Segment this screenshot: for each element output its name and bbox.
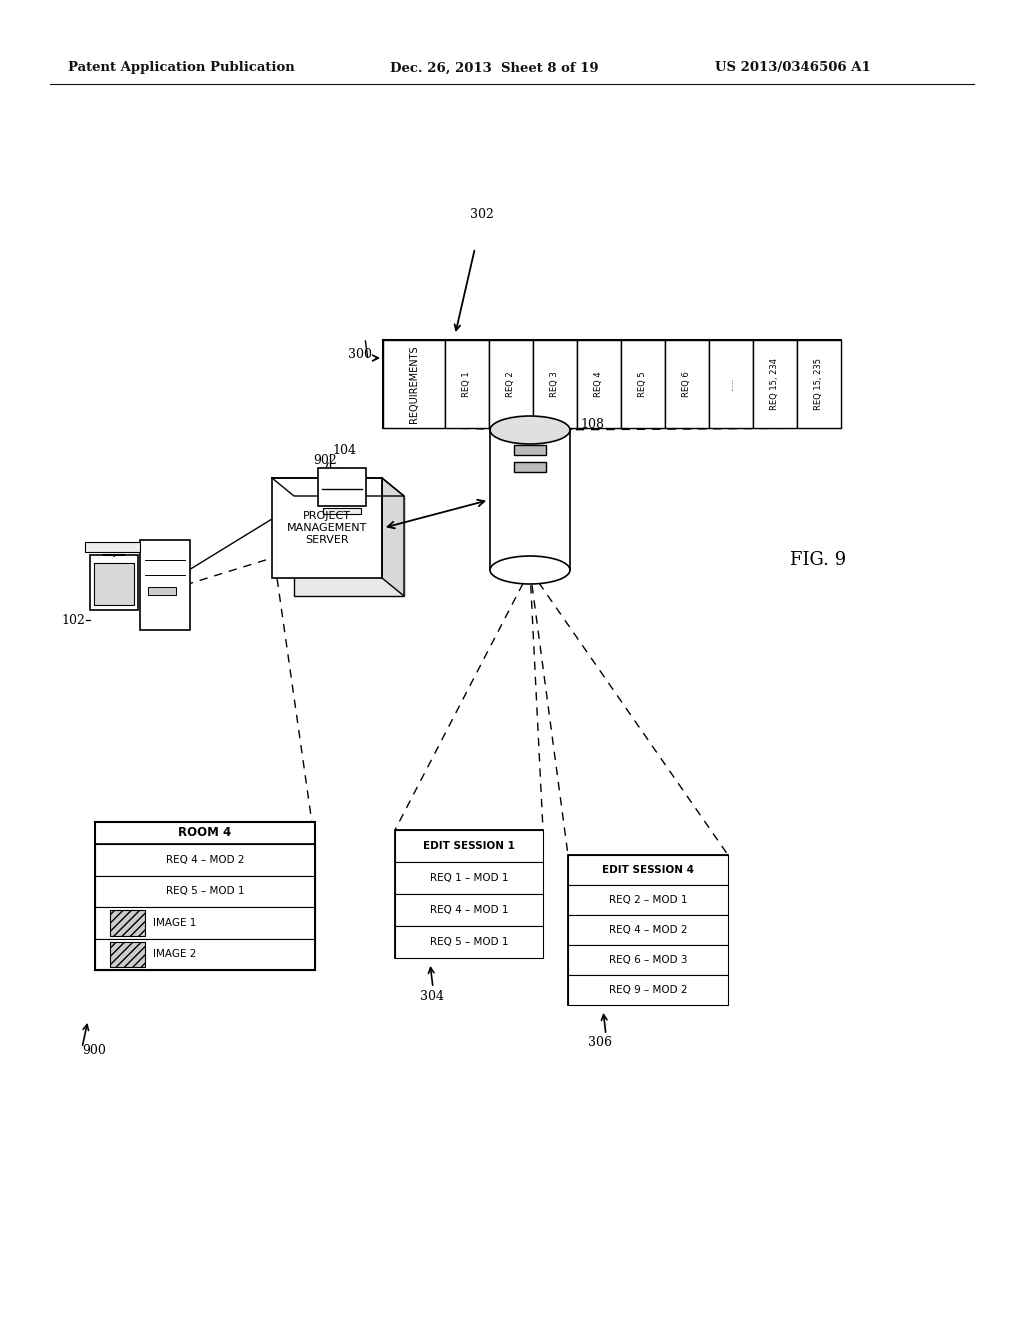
Text: REQ 5 – MOD 1: REQ 5 – MOD 1 [430, 937, 508, 946]
Bar [318, 469, 366, 506]
Text: FIG. 9: FIG. 9 [790, 550, 846, 569]
Bar [395, 894, 543, 927]
Bar [95, 907, 315, 939]
Text: 900: 900 [82, 1044, 105, 1056]
Text: REQ 1 – MOD 1: REQ 1 – MOD 1 [430, 873, 508, 883]
Text: REQ 4 – MOD 2: REQ 4 – MOD 2 [166, 855, 245, 865]
Text: 302: 302 [470, 209, 494, 222]
Bar [395, 927, 543, 958]
Bar [568, 975, 728, 1005]
Bar [489, 341, 534, 428]
Text: 108: 108 [580, 418, 604, 432]
Text: 306: 306 [588, 1036, 612, 1049]
Text: EDIT SESSION 1: EDIT SESSION 1 [423, 841, 515, 851]
Bar [568, 915, 728, 945]
Bar [95, 875, 315, 907]
Bar [148, 587, 176, 595]
Text: REQ 4 – MOD 1: REQ 4 – MOD 1 [430, 906, 508, 915]
Bar [568, 945, 728, 975]
Bar [94, 564, 134, 605]
Bar [323, 508, 361, 513]
Text: REQ 1: REQ 1 [463, 371, 471, 397]
Bar [568, 884, 728, 915]
Bar [753, 341, 797, 428]
Bar [621, 341, 665, 428]
Text: US 2013/0346506 A1: US 2013/0346506 A1 [715, 62, 870, 74]
Bar [797, 341, 841, 428]
Bar [395, 830, 543, 958]
Text: REQ 9 – MOD 2: REQ 9 – MOD 2 [608, 985, 687, 995]
Text: 902: 902 [313, 454, 337, 466]
Bar [577, 341, 621, 428]
Text: REQ 4 – MOD 2: REQ 4 – MOD 2 [608, 925, 687, 935]
Bar [445, 341, 489, 428]
Text: IMAGE 2: IMAGE 2 [153, 949, 197, 960]
Text: EDIT SESSION 4: EDIT SESSION 4 [602, 865, 694, 875]
Text: .....: ..... [726, 378, 735, 391]
Bar [95, 822, 315, 843]
Ellipse shape [490, 416, 570, 444]
Bar [395, 862, 543, 894]
Text: 300: 300 [348, 348, 372, 362]
Text: REQ 2 – MOD 1: REQ 2 – MOD 1 [608, 895, 687, 906]
Bar [568, 855, 728, 884]
Text: 104: 104 [332, 444, 356, 457]
Text: 304: 304 [420, 990, 444, 1002]
Text: PROJECT
MANAGEMENT
SERVER: PROJECT MANAGEMENT SERVER [287, 511, 368, 545]
Text: REQ 5: REQ 5 [639, 371, 647, 397]
Bar [140, 540, 190, 630]
Bar [383, 341, 841, 428]
Bar [95, 939, 315, 970]
Bar [568, 855, 728, 1005]
Bar [383, 341, 445, 428]
Bar [665, 341, 709, 428]
Text: REQ 5 – MOD 1: REQ 5 – MOD 1 [166, 886, 245, 896]
Polygon shape [382, 478, 404, 597]
Bar [490, 430, 570, 570]
Bar [514, 445, 546, 455]
Bar [90, 554, 138, 610]
Text: REQ 6: REQ 6 [683, 371, 691, 397]
Text: REQ 6 – MOD 3: REQ 6 – MOD 3 [608, 954, 687, 965]
Polygon shape [272, 478, 404, 496]
Text: REQ 4: REQ 4 [595, 371, 603, 397]
Text: Dec. 26, 2013  Sheet 8 of 19: Dec. 26, 2013 Sheet 8 of 19 [390, 62, 599, 74]
Text: REQ 3: REQ 3 [551, 371, 559, 397]
Bar [110, 909, 145, 936]
Bar [272, 478, 382, 578]
Text: REQ 15, 235: REQ 15, 235 [814, 358, 823, 411]
Bar [534, 341, 577, 428]
Text: 102: 102 [61, 614, 85, 627]
Bar [294, 496, 404, 597]
Text: ROOM 4: ROOM 4 [178, 826, 231, 840]
Bar [395, 830, 543, 862]
Bar [95, 843, 315, 875]
Ellipse shape [490, 556, 570, 583]
Text: REQUIREMENTS: REQUIREMENTS [409, 346, 419, 422]
Bar [85, 543, 140, 552]
Bar [110, 941, 145, 968]
Text: Patent Application Publication: Patent Application Publication [68, 62, 295, 74]
Bar [514, 462, 546, 473]
Bar [709, 341, 753, 428]
Text: IMAGE 1: IMAGE 1 [153, 917, 197, 928]
Text: REQ 15, 234: REQ 15, 234 [770, 358, 779, 411]
Bar [95, 822, 315, 970]
Text: REQ 2: REQ 2 [507, 371, 515, 397]
